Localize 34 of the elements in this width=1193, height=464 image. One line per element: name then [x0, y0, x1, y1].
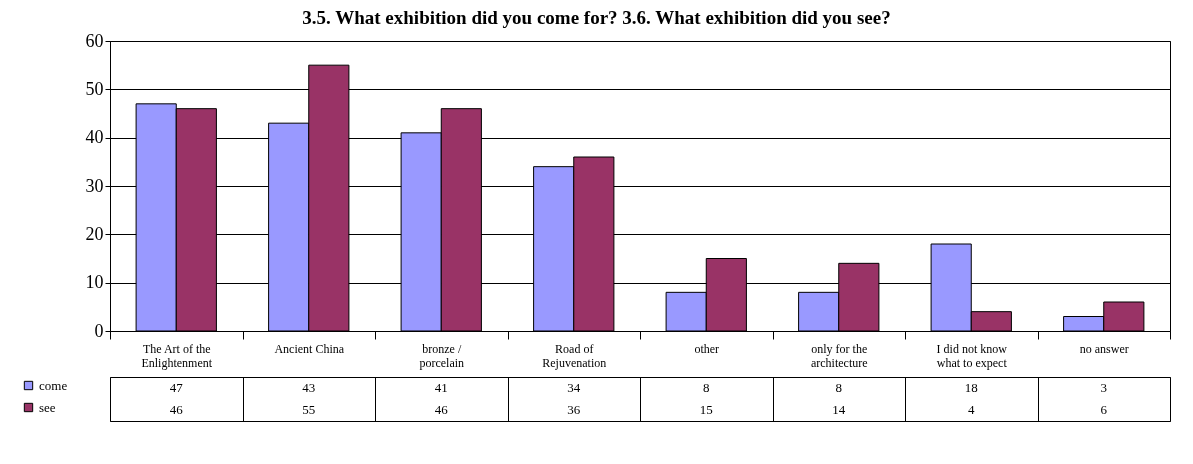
x-tick-label: Road of Rejuvenation	[542, 341, 607, 370]
data-label: 18	[964, 380, 978, 395]
data-label: 15	[699, 402, 713, 417]
chart-title: 3.5. What exhibition did you come for? 3.6. What exhibition did you see?	[302, 6, 891, 28]
x-tick-label: I did not know what to expect	[936, 341, 1008, 370]
y-tick-label: 10	[85, 272, 104, 293]
data-label: 46	[434, 402, 449, 417]
y-tick-label: 40	[85, 127, 104, 148]
data-label: 3	[1100, 380, 1107, 395]
data-label: 6	[1100, 402, 1108, 417]
data-label: 8	[835, 380, 842, 395]
legend-label: come	[39, 377, 68, 393]
data-label: 55	[302, 402, 316, 417]
data-label: 43	[302, 380, 316, 395]
x-tick-label: other	[694, 341, 720, 356]
data-label: 47	[169, 380, 184, 395]
y-tick-label: 0	[94, 320, 104, 341]
data-label: 41	[434, 380, 448, 395]
x-tick-label: Ancient China	[274, 341, 345, 356]
x-tick-label: only for the architecture	[810, 341, 868, 370]
data-label: 46	[169, 402, 184, 417]
data-label: 36	[567, 402, 581, 417]
data-label: 4	[968, 402, 975, 417]
y-tick-label: 20	[85, 223, 104, 244]
data-label: 8	[703, 380, 710, 395]
y-tick-label: 50	[85, 78, 104, 99]
data-label: 14	[832, 402, 846, 417]
data-label: 34	[567, 380, 581, 395]
x-tick-label: The Art of the Enlightenment	[141, 341, 213, 370]
x-tick-label: bronze / porcelain	[419, 341, 465, 370]
y-tick-label: 60	[85, 30, 104, 51]
x-tick-label: no answer	[1079, 341, 1129, 356]
legend-label: see	[39, 399, 56, 415]
y-tick-label: 30	[85, 175, 104, 196]
